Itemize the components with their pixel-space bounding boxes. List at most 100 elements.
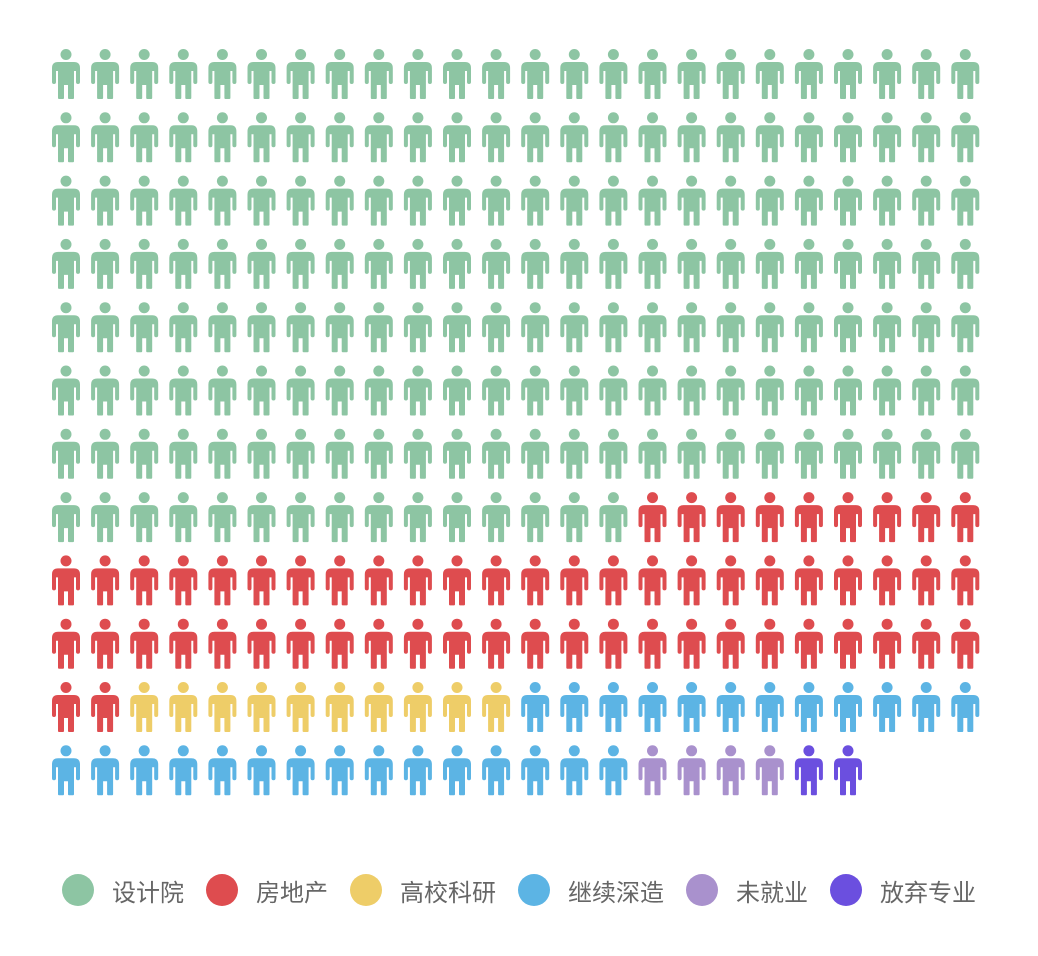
person-icon [677,175,706,226]
person-icon [873,365,902,416]
person-icon [521,745,550,796]
person-icon [873,112,902,163]
person-icon [247,682,276,732]
person-icon [482,492,511,543]
person-icon [560,238,589,289]
person-icon [521,618,550,669]
legend-label: 房地产 [256,878,328,907]
person-icon [677,49,706,99]
person-icon [794,238,823,289]
person-icon [52,682,80,732]
person-icon [247,618,276,669]
person-icon [208,49,237,99]
person-icon [325,302,354,353]
person-icon [286,175,315,226]
person-icon [755,302,784,353]
person-icon [873,49,902,99]
person-icon [521,238,550,289]
person-icon [716,175,745,226]
person-icon [521,555,550,606]
person-icon [130,492,159,543]
person-icon [91,428,120,479]
person-icon [755,365,784,416]
person-icon [364,302,393,353]
person-icon [208,428,237,479]
person-icon [755,682,784,732]
person-icon [677,112,706,163]
person-icon [716,238,745,289]
legend-item[interactable]: 房地产 [206,873,328,908]
person-icon [834,745,862,796]
person-icon [364,682,393,732]
person-icon [208,555,237,606]
person-icon [599,555,628,606]
person-icon [286,682,315,732]
person-icon [325,365,354,416]
person-icon [130,428,159,479]
person-icon [286,555,315,606]
person-icon [912,555,941,606]
person-icon [873,555,902,606]
person-icon [912,428,941,479]
person-icon [912,302,941,353]
legend-swatch-icon [350,874,382,906]
person-icon [325,49,354,99]
person-icon [286,365,315,416]
person-icon [834,112,862,163]
person-icon [169,49,198,99]
person-icon [834,365,862,416]
person-icon [755,175,784,226]
legend-item[interactable]: 未就业 [686,873,808,908]
person-icon [91,175,120,226]
person-icon [325,112,354,163]
person-icon [794,492,823,543]
person-icon [247,745,276,796]
person-icon [286,745,315,796]
person-icon [247,112,276,163]
legend-swatch-icon [686,874,718,906]
person-icon [364,365,393,416]
legend-swatch-icon [518,874,550,906]
person-icon [794,112,823,163]
person-icon [638,302,667,353]
person-icon [169,365,198,416]
person-icon [912,49,941,99]
person-icon [755,238,784,289]
person-icon [599,365,628,416]
person-icon [208,175,237,226]
person-icon [521,428,550,479]
person-icon [560,492,589,543]
legend-item[interactable]: 放弃专业 [830,873,976,908]
legend-item[interactable]: 高校科研 [350,873,496,908]
person-icon [873,238,902,289]
person-icon [403,555,432,606]
legend-item[interactable]: 继续深造 [518,873,664,908]
person-icon [52,238,80,289]
person-icon [951,112,980,163]
person-icon [482,428,511,479]
person-icon [482,682,511,732]
person-icon [482,112,511,163]
person-icon [873,175,902,226]
person-icon [834,49,862,99]
person-icon [169,175,198,226]
legend-label: 放弃专业 [880,878,976,907]
legend-item[interactable]: 设计院 [62,873,184,908]
person-icon [52,112,80,163]
person-icon [599,238,628,289]
person-icon [716,618,745,669]
person-icon [364,555,393,606]
person-icon [794,49,823,99]
person-icon [403,745,432,796]
person-icon [521,49,550,99]
person-icon [716,112,745,163]
person-icon [638,618,667,669]
person-icon [130,175,159,226]
person-icon [638,555,667,606]
person-icon [286,618,315,669]
person-icon [716,49,745,99]
person-icon [247,365,276,416]
person-icon [325,745,354,796]
person-icon [364,428,393,479]
